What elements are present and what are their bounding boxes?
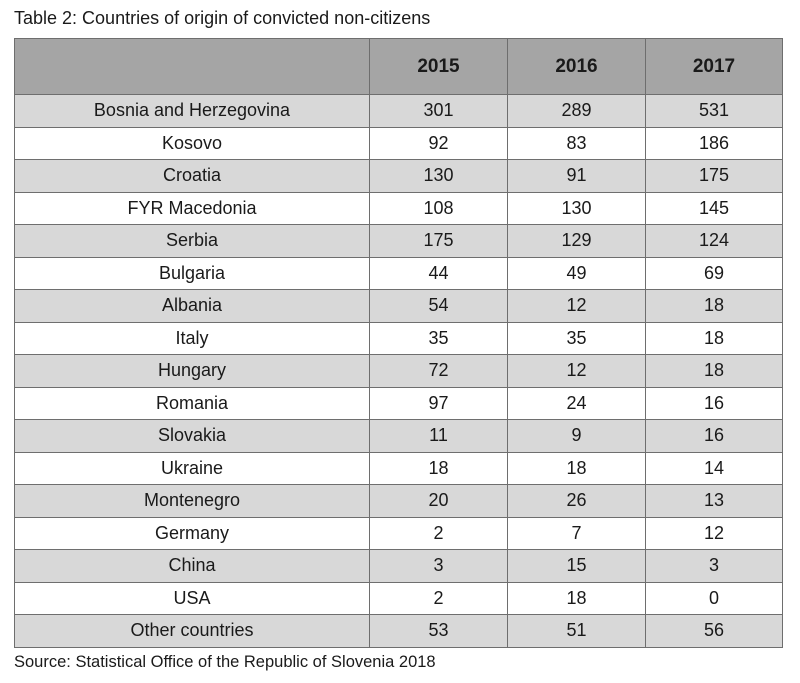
country-cell: Serbia	[14, 224, 370, 258]
value-cell-2016: 12	[507, 354, 646, 388]
table-row: China 3 15 3	[14, 549, 783, 583]
value-cell-2015: 18	[369, 451, 508, 485]
value-cell-2017: 186	[645, 126, 783, 160]
country-cell: Italy	[14, 321, 370, 355]
table-row: Bosnia and Herzegovina 301 289 531	[14, 94, 783, 128]
value-cell-2016: 24	[507, 386, 646, 420]
table-row: Italy 35 35 18	[14, 321, 783, 355]
value-cell-2016: 7	[507, 516, 646, 550]
value-cell-2015: 108	[369, 191, 508, 225]
value-cell-2015: 20	[369, 484, 508, 518]
value-cell-2016: 15	[507, 549, 646, 583]
table-row: Albania 54 12 18	[14, 289, 783, 323]
table-row: Montenegro 20 26 13	[14, 484, 783, 518]
value-cell-2016: 83	[507, 126, 646, 160]
country-cell: China	[14, 549, 370, 583]
table-row: Ukraine 18 18 14	[14, 451, 783, 485]
table-caption: Table 2: Countries of origin of convicte…	[14, 8, 431, 28]
country-cell: Albania	[14, 289, 370, 323]
table-row: Romania 97 24 16	[14, 386, 783, 420]
value-cell-2016: 9	[507, 419, 646, 453]
value-cell-2017: 16	[645, 419, 783, 453]
table-row: Croatia 130 91 175	[14, 159, 783, 193]
value-cell-2016: 49	[507, 256, 646, 290]
value-cell-2016: 35	[507, 321, 646, 355]
value-cell-2015: 130	[369, 159, 508, 193]
country-cell: Germany	[14, 516, 370, 550]
value-cell-2015: 44	[369, 256, 508, 290]
header-cell-2015: 2015	[369, 38, 508, 95]
value-cell-2015: 175	[369, 224, 508, 258]
country-cell: Ukraine	[14, 451, 370, 485]
country-cell: Montenegro	[14, 484, 370, 518]
value-cell-2017: 124	[645, 224, 783, 258]
country-cell: Bosnia and Herzegovina	[14, 94, 370, 128]
value-cell-2017: 145	[645, 191, 783, 225]
header-cell-2017: 2017	[645, 38, 783, 95]
value-cell-2015: 92	[369, 126, 508, 160]
country-cell: USA	[14, 581, 370, 615]
country-cell: Other countries	[14, 614, 370, 648]
table-row: Other countries 53 51 56	[14, 614, 783, 648]
value-cell-2016: 18	[507, 581, 646, 615]
value-cell-2015: 72	[369, 354, 508, 388]
source-note: Source: Statistical Office of the Republ…	[14, 653, 436, 671]
value-cell-2015: 11	[369, 419, 508, 453]
header-cell-2016: 2016	[507, 38, 646, 95]
table-row: Kosovo 92 83 186	[14, 126, 783, 160]
value-cell-2016: 130	[507, 191, 646, 225]
country-cell: Kosovo	[14, 126, 370, 160]
value-cell-2015: 35	[369, 321, 508, 355]
header-row: 2015 2016 2017	[14, 38, 783, 95]
value-cell-2017: 69	[645, 256, 783, 290]
value-cell-2015: 53	[369, 614, 508, 648]
table-row: Hungary 72 12 18	[14, 354, 783, 388]
value-cell-2016: 18	[507, 451, 646, 485]
country-cell: Romania	[14, 386, 370, 420]
country-cell: Hungary	[14, 354, 370, 388]
value-cell-2017: 531	[645, 94, 783, 128]
value-cell-2017: 14	[645, 451, 783, 485]
value-cell-2015: 2	[369, 581, 508, 615]
country-cell: FYR Macedonia	[14, 191, 370, 225]
value-cell-2016: 26	[507, 484, 646, 518]
value-cell-2017: 18	[645, 289, 783, 323]
value-cell-2017: 12	[645, 516, 783, 550]
value-cell-2016: 129	[507, 224, 646, 258]
table-row: Slovakia 11 9 16	[14, 419, 783, 453]
country-cell: Bulgaria	[14, 256, 370, 290]
value-cell-2017: 13	[645, 484, 783, 518]
value-cell-2017: 18	[645, 321, 783, 355]
data-table: 2015 2016 2017 Bosnia and Herzegovina 30…	[14, 38, 783, 648]
value-cell-2016: 91	[507, 159, 646, 193]
value-cell-2015: 97	[369, 386, 508, 420]
value-cell-2017: 18	[645, 354, 783, 388]
value-cell-2017: 0	[645, 581, 783, 615]
value-cell-2016: 289	[507, 94, 646, 128]
value-cell-2015: 3	[369, 549, 508, 583]
value-cell-2015: 54	[369, 289, 508, 323]
value-cell-2015: 301	[369, 94, 508, 128]
value-cell-2016: 12	[507, 289, 646, 323]
table-row: Germany 2 7 12	[14, 516, 783, 550]
value-cell-2017: 16	[645, 386, 783, 420]
value-cell-2015: 2	[369, 516, 508, 550]
country-cell: Croatia	[14, 159, 370, 193]
value-cell-2017: 175	[645, 159, 783, 193]
header-cell-country	[14, 38, 370, 95]
value-cell-2016: 51	[507, 614, 646, 648]
table-row: Bulgaria 44 49 69	[14, 256, 783, 290]
value-cell-2017: 3	[645, 549, 783, 583]
table-row: USA 2 18 0	[14, 581, 783, 615]
country-cell: Slovakia	[14, 419, 370, 453]
value-cell-2017: 56	[645, 614, 783, 648]
table-row: Serbia 175 129 124	[14, 224, 783, 258]
table-row: FYR Macedonia 108 130 145	[14, 191, 783, 225]
